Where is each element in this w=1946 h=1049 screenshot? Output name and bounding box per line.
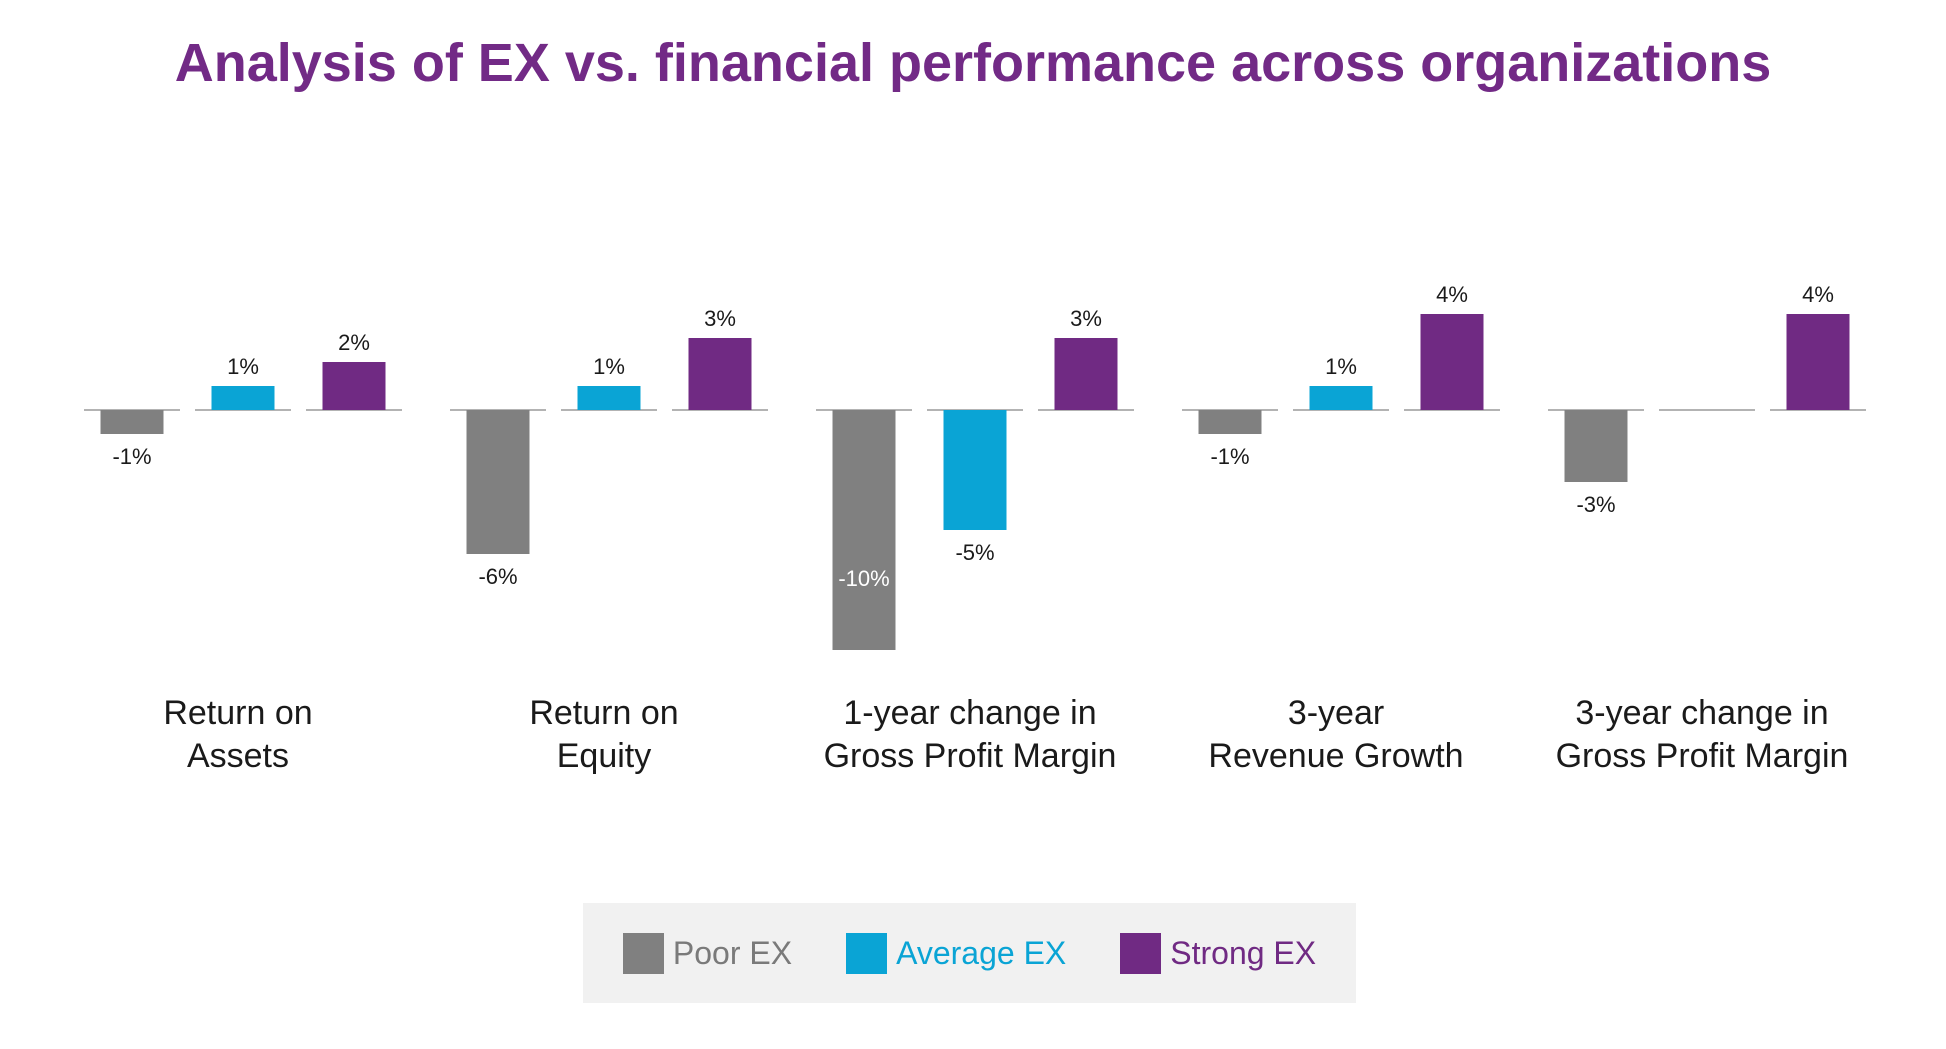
data-label-strong-ex: 2% bbox=[338, 330, 370, 355]
data-label-poor-ex: -1% bbox=[112, 444, 151, 469]
legend-item-average-ex[interactable]: Average EX bbox=[846, 932, 1067, 974]
bar-poor-ex bbox=[832, 410, 896, 650]
legend: Poor EX Average EX Strong EX bbox=[583, 903, 1356, 1003]
bar-strong-ex bbox=[1420, 314, 1484, 410]
category-label: Gross Profit Margin bbox=[824, 737, 1117, 775]
data-label-average-ex: 1% bbox=[1325, 354, 1357, 379]
bar-average-ex bbox=[1309, 386, 1373, 410]
legend-swatch-poor-ex bbox=[622, 932, 664, 974]
category-label: Return on bbox=[163, 694, 312, 732]
bar-poor-ex bbox=[1198, 410, 1262, 434]
bar-strong-ex bbox=[1786, 314, 1850, 410]
category-label: Assets bbox=[187, 737, 289, 775]
category-label: Revenue Growth bbox=[1208, 737, 1463, 775]
category-label: 3-year bbox=[1288, 694, 1384, 732]
category-label: Return on bbox=[529, 694, 678, 732]
legend-item-poor-ex[interactable]: Poor EX bbox=[622, 932, 793, 974]
legend-label-strong-ex: Strong EX bbox=[1170, 934, 1317, 971]
legend-swatch-average-ex bbox=[846, 932, 888, 974]
bar-average-ex bbox=[211, 386, 275, 410]
category-label: Equity bbox=[557, 737, 652, 775]
data-label-strong-ex: 3% bbox=[1070, 306, 1102, 331]
data-label-average-ex: 1% bbox=[227, 354, 259, 379]
legend-item-strong-ex[interactable]: Strong EX bbox=[1120, 932, 1317, 974]
data-label-poor-ex: -10% bbox=[838, 566, 889, 591]
bar-poor-ex bbox=[100, 410, 164, 434]
bar-poor-ex bbox=[466, 410, 530, 554]
data-label-strong-ex: 4% bbox=[1802, 282, 1834, 307]
legend-label-poor-ex: Poor EX bbox=[672, 934, 793, 971]
data-label-poor-ex: -3% bbox=[1576, 492, 1615, 517]
bar-strong-ex bbox=[322, 362, 386, 410]
bar-average-ex bbox=[943, 410, 1007, 530]
category-label: Gross Profit Margin bbox=[1556, 737, 1849, 775]
bar-average-ex bbox=[577, 386, 641, 410]
data-label-strong-ex: 3% bbox=[704, 306, 736, 331]
category-label: 1-year change in bbox=[843, 694, 1096, 732]
legend-label-average-ex: Average EX bbox=[896, 934, 1067, 971]
data-label-poor-ex: -1% bbox=[1210, 444, 1249, 469]
data-label-average-ex: -5% bbox=[955, 540, 994, 565]
bar-strong-ex bbox=[1054, 338, 1118, 410]
category-label: 3-year change in bbox=[1575, 694, 1828, 732]
data-label-poor-ex: -6% bbox=[478, 564, 517, 589]
data-label-average-ex: 1% bbox=[593, 354, 625, 379]
bar-strong-ex bbox=[688, 338, 752, 410]
chart-title: Analysis of EX vs. financial performance… bbox=[174, 33, 1772, 93]
legend-swatch-strong-ex bbox=[1120, 932, 1162, 974]
bar-poor-ex bbox=[1564, 410, 1628, 482]
data-label-strong-ex: 4% bbox=[1436, 282, 1468, 307]
